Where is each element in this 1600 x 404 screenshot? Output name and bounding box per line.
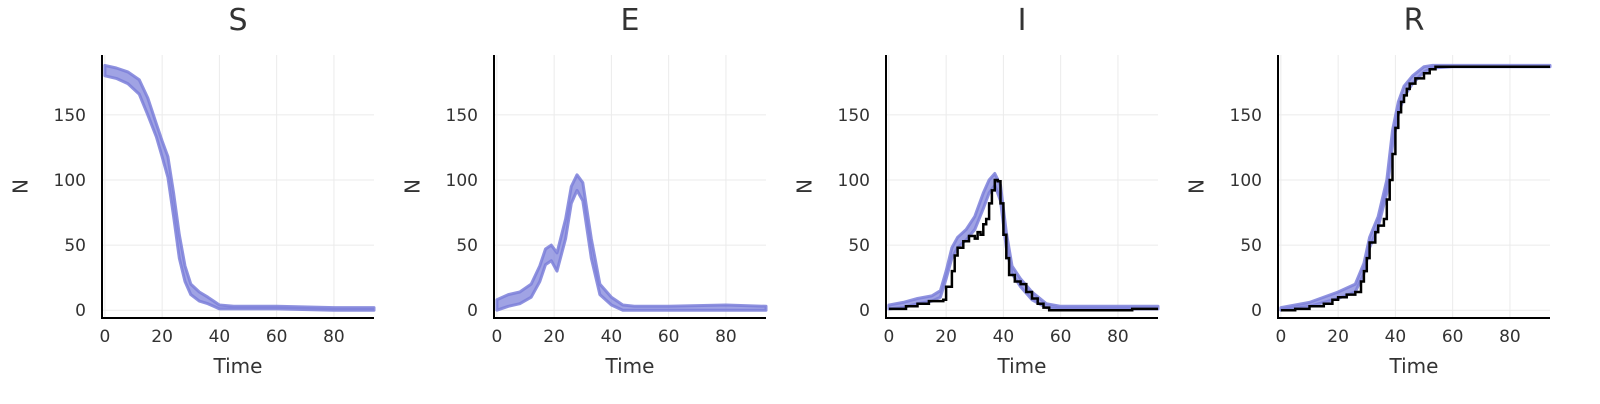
y-axis-label: N xyxy=(1185,179,1209,194)
y-tick-label: 50 xyxy=(1240,236,1262,256)
x-tick-label: 80 xyxy=(1107,327,1129,347)
x-tick-label: 20 xyxy=(935,327,957,347)
y-tick-label: 100 xyxy=(446,171,478,191)
x-axis-label: Time xyxy=(997,354,1047,378)
chart-title: I xyxy=(1018,3,1027,38)
y-tick-label: 50 xyxy=(456,236,478,256)
x-tick-label: 80 xyxy=(323,327,345,347)
y-tick-label: 50 xyxy=(848,236,870,256)
chart-title: S xyxy=(228,3,247,38)
y-tick-label: 150 xyxy=(446,106,478,126)
x-tick-label: 60 xyxy=(658,327,680,347)
x-tick-label: 0 xyxy=(1275,327,1286,347)
x-tick-label: 40 xyxy=(209,327,231,347)
y-tick-label: 0 xyxy=(1251,301,1262,321)
x-tick-label: 20 xyxy=(151,327,173,347)
y-axis-label: N xyxy=(401,179,425,194)
y-axis-label: N xyxy=(9,179,33,194)
panel-i: 0 20 40 60 80 0 50 100 150 I Time N xyxy=(793,3,1160,378)
x-axis-label: Time xyxy=(213,354,263,378)
observed-step-line xyxy=(1280,65,1550,312)
y-tick-label: 100 xyxy=(838,171,870,191)
y-tick-label: 0 xyxy=(859,301,870,321)
x-tick-label: 0 xyxy=(883,327,894,347)
x-axis-label: Time xyxy=(1389,354,1439,378)
x-tick-label: 60 xyxy=(266,327,288,347)
x-tick-label: 20 xyxy=(543,327,565,347)
ensemble-band xyxy=(103,63,376,312)
x-tick-label: 40 xyxy=(601,327,623,347)
x-tick-label: 0 xyxy=(491,327,502,347)
panel-s: 0 20 40 60 80 0 50 100 150 S Time N xyxy=(9,3,376,378)
ensemble-band xyxy=(495,173,768,312)
y-tick-label: 0 xyxy=(75,301,86,321)
y-tick-label: 150 xyxy=(54,106,86,126)
x-tick-label: 0 xyxy=(99,327,110,347)
panel-e: 0 20 40 60 80 0 50 100 150 E Time N xyxy=(401,3,768,378)
x-tick-label: 40 xyxy=(993,327,1015,347)
y-tick-label: 50 xyxy=(64,236,86,256)
x-tick-label: 60 xyxy=(1050,327,1072,347)
y-tick-label: 0 xyxy=(467,301,478,321)
x-tick-label: 60 xyxy=(1442,327,1464,347)
panel-r: 0 20 40 60 80 0 50 100 150 R Time N xyxy=(1185,3,1552,378)
observed-step-line xyxy=(888,178,1158,312)
x-tick-label: 80 xyxy=(1499,327,1521,347)
y-tick-label: 150 xyxy=(838,106,870,126)
chart-title: R xyxy=(1404,3,1425,38)
x-tick-label: 40 xyxy=(1385,327,1407,347)
y-tick-label: 100 xyxy=(1230,171,1262,191)
y-tick-label: 150 xyxy=(1230,106,1262,126)
chart-title: E xyxy=(621,3,640,38)
x-tick-label: 20 xyxy=(1327,327,1349,347)
y-tick-label: 100 xyxy=(54,171,86,191)
y-axis-label: N xyxy=(793,179,817,194)
x-tick-label: 80 xyxy=(715,327,737,347)
x-axis-label: Time xyxy=(605,354,655,378)
